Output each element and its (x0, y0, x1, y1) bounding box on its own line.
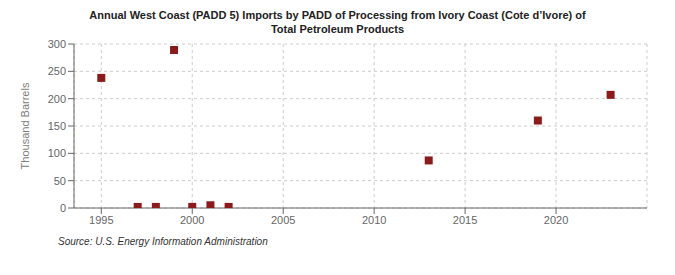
svg-text:150: 150 (48, 120, 66, 132)
svg-text:Thousand Barrels: Thousand Barrels (19, 82, 31, 169)
svg-text:2010: 2010 (362, 214, 386, 226)
svg-text:100: 100 (48, 147, 66, 159)
svg-text:50: 50 (54, 175, 66, 187)
html-text:Source: U.S. Energy Informatio: Source: U.S. Energy Information Administ… (58, 236, 268, 247)
html-text:Total Petroleum Products: Total Petroleum Products (271, 23, 404, 35)
svg-text:0: 0 (60, 202, 66, 214)
svg-text:200: 200 (48, 93, 66, 105)
svg-text:250: 250 (48, 65, 66, 77)
svg-text:2015: 2015 (453, 214, 477, 226)
svg-text:300: 300 (48, 38, 66, 50)
svg-text:2000: 2000 (180, 214, 204, 226)
svg-text:2005: 2005 (271, 214, 295, 226)
svg-text:2020: 2020 (544, 214, 568, 226)
html-text:Annual West Coast (PADD 5) Imp: Annual West Coast (PADD 5) Imports by PA… (89, 9, 586, 21)
svg-text:1995: 1995 (89, 214, 113, 226)
